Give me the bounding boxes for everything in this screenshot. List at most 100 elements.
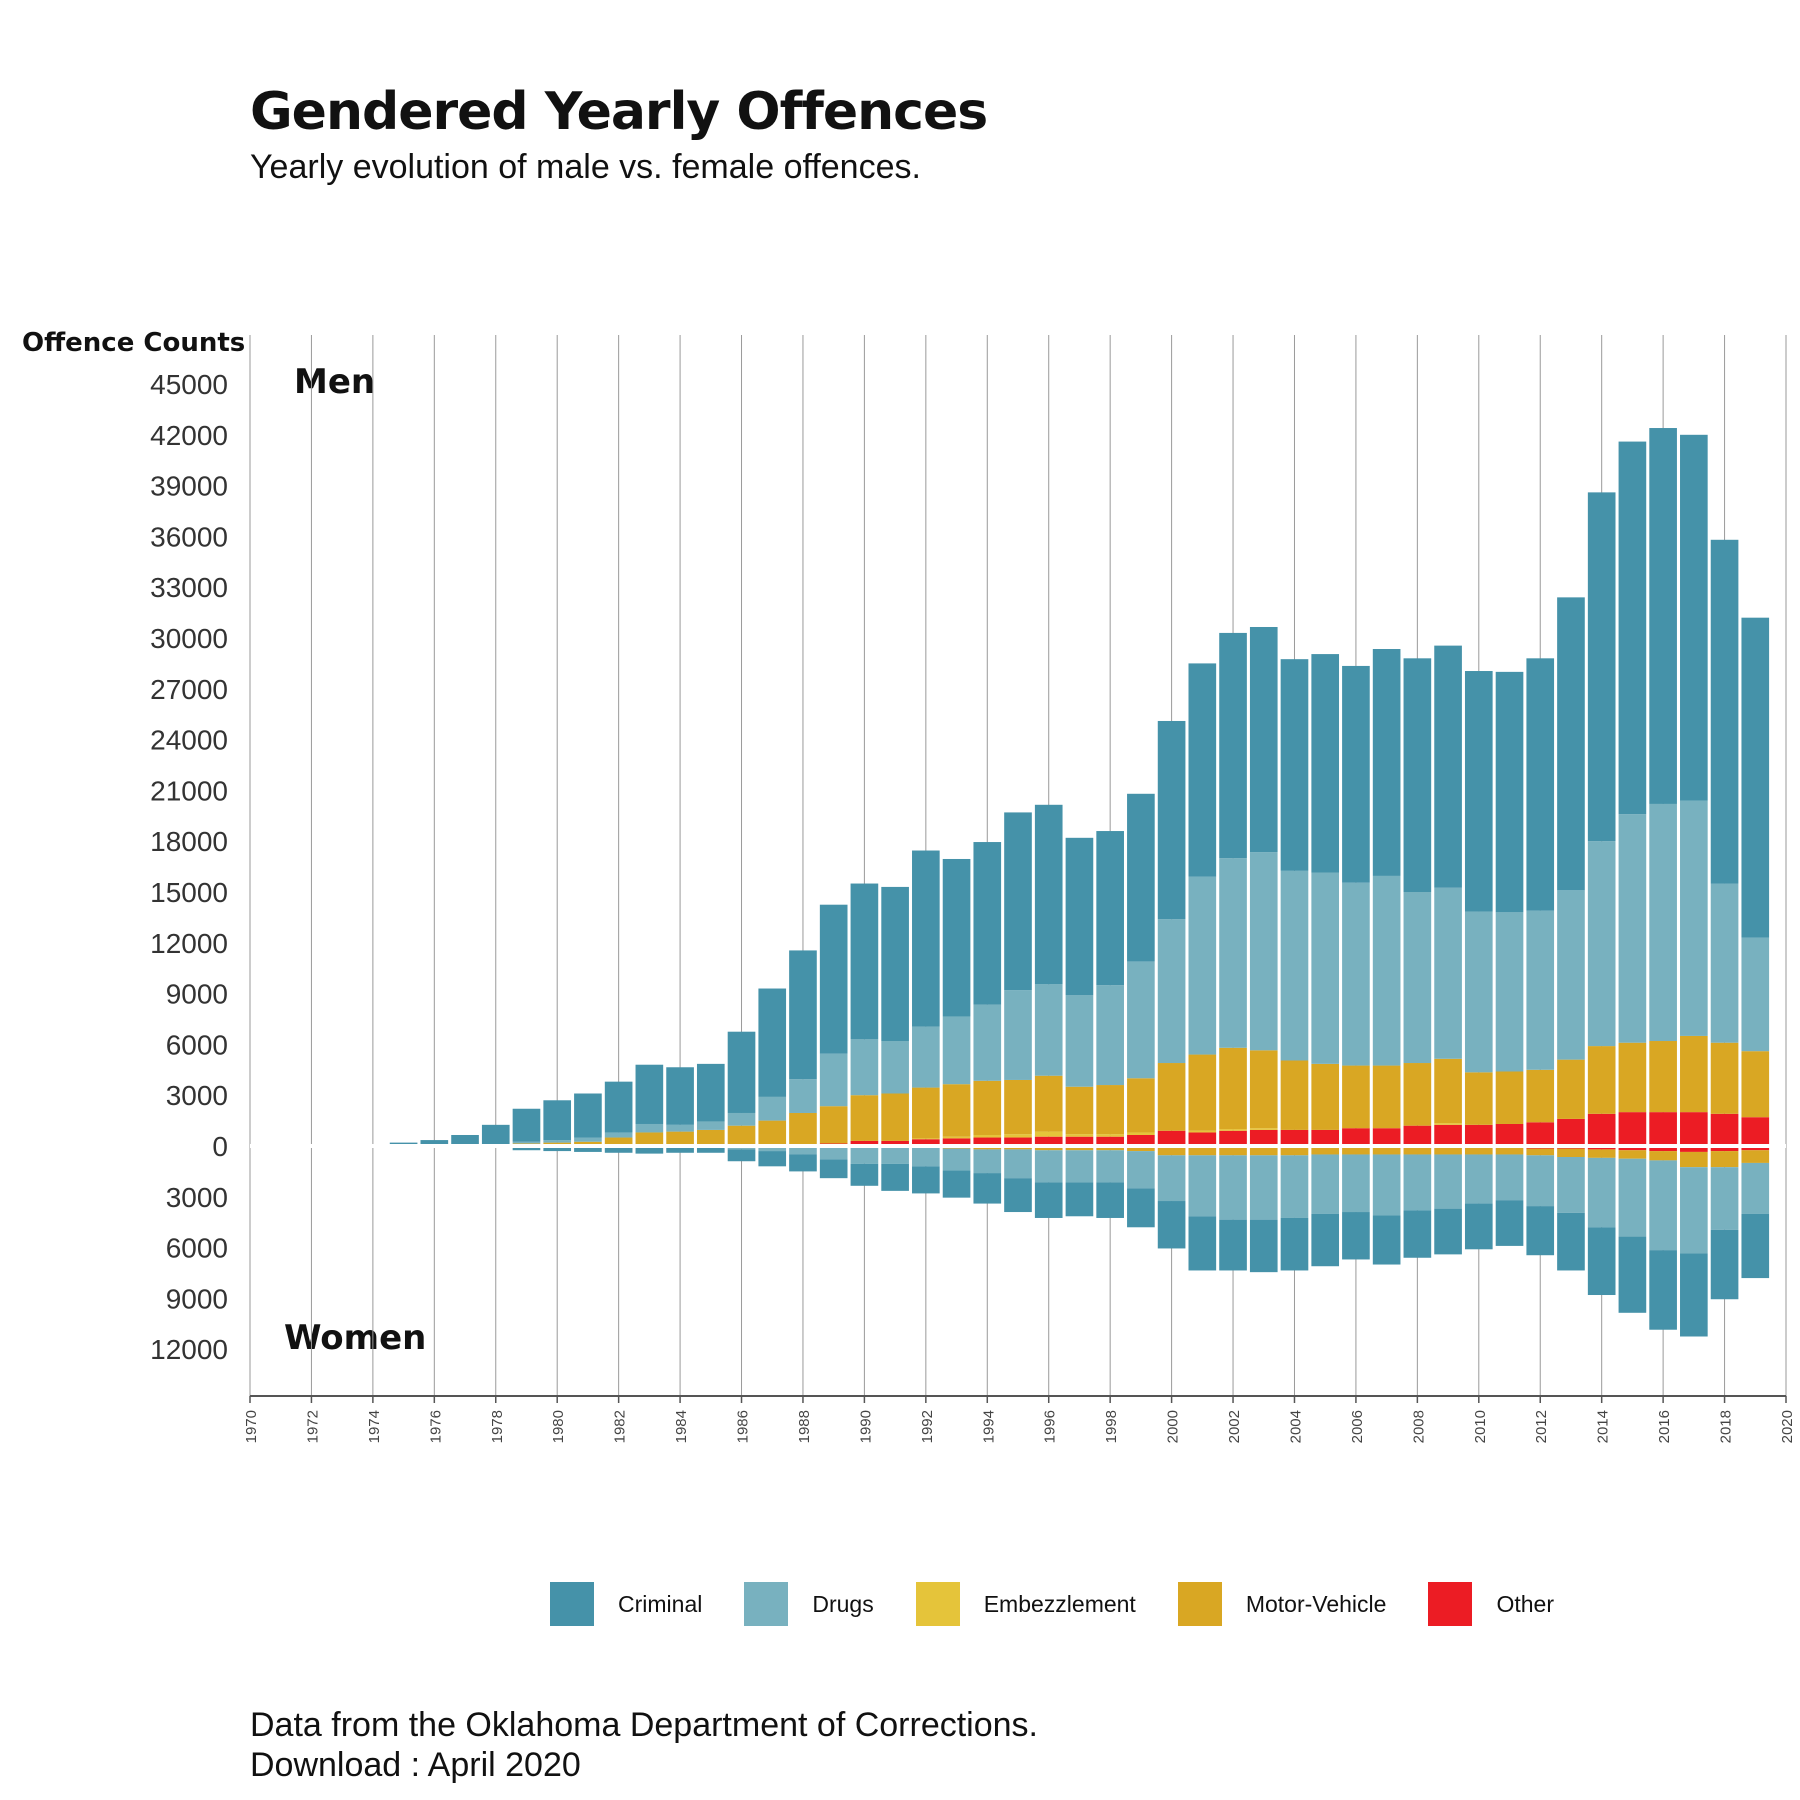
bar-men-drugs-2006 [1342,882,1370,1066]
bar-men-criminal-2013 [1557,597,1585,891]
bar-men-motor-vehicle-2006 [1342,1065,1370,1129]
y-axis-label: Offence Counts [22,328,246,358]
bar-men-criminal-1977 [451,1134,479,1145]
bar-men-other-1995 [1004,1137,1032,1146]
bar-men-criminal-2010 [1464,671,1493,912]
bar-men-criminal-1978 [481,1124,510,1145]
bar-men-drugs-2017 [1680,800,1708,1036]
bar-men-criminal-1982 [604,1081,633,1133]
bar-men-drugs-1983 [635,1123,664,1133]
bar-women-criminal-1992 [912,1166,940,1194]
x-tick-label: 1970 [243,1410,260,1443]
bar-men-motor-vehicle-2016 [1649,1041,1677,1113]
bar-women-drugs-2006 [1342,1154,1370,1213]
bar-women-drugs-1996 [1034,1150,1063,1183]
bar-men-criminal-1990 [850,883,879,1040]
bar-women-drugs-2011 [1495,1154,1524,1201]
bar-men-other-2005 [1311,1129,1340,1146]
bar-women-drugs-2003 [1249,1155,1278,1220]
bar-women-drugs-1987 [758,1146,787,1152]
bar-women-criminal-2002 [1219,1219,1247,1271]
y-tick-label: 9000 [166,1283,228,1314]
bar-men-motor-vehicle-1984 [666,1131,694,1146]
bar-men-drugs-1999 [1127,961,1155,1079]
bar-women-drugs-1992 [912,1147,940,1167]
bar-men-other-1993 [942,1138,971,1146]
bar-women-drugs-1988 [789,1146,817,1155]
bar-women-criminal-2003 [1249,1219,1278,1273]
y-tick-label: 3000 [166,1080,228,1111]
legend-swatch [915,1582,960,1626]
bar-women-criminal-1983 [635,1146,664,1154]
bar-women-criminal-2008 [1403,1210,1432,1258]
bar-men-motor-vehicle-2013 [1557,1059,1585,1119]
bar-women-drugs-1997 [1065,1150,1094,1183]
bar-men-other-1998 [1096,1136,1124,1146]
bar-men-criminal-1998 [1096,831,1124,986]
chart-subtitle: Yearly evolution of male vs. female offe… [250,148,921,186]
bar-men-criminal-1996 [1034,804,1063,985]
bar-men-drugs-1980 [543,1140,572,1143]
bar-men-drugs-1989 [819,1053,848,1107]
bar-women-drugs-2004 [1280,1155,1309,1218]
bar-women-motor-vehicle-2017 [1680,1151,1708,1168]
bar-women-drugs-2018 [1710,1167,1739,1230]
bar-men-drugs-1995 [1004,990,1032,1080]
bar-men-motor-vehicle-2014 [1587,1046,1616,1114]
bar-men-drugs-2011 [1495,912,1524,1072]
bar-women-drugs-2007 [1372,1154,1401,1216]
bar-women-criminal-2017 [1680,1253,1708,1337]
legend-item-embezzlement: Embezzlement [915,1582,1154,1626]
y-tick-label: 18000 [150,826,228,857]
bar-men-motor-vehicle-2004 [1280,1060,1309,1130]
bar-women-drugs-2014 [1587,1157,1616,1228]
bar-men-criminal-1999 [1127,793,1155,962]
source-note: Data from the Oklahoma Department of Cor… [250,1705,1038,1785]
bar-women-drugs-1990 [850,1146,879,1164]
bar-men-drugs-2016 [1649,803,1677,1042]
bar-women-criminal-2014 [1587,1227,1616,1296]
bar-women-motor-vehicle-2015 [1618,1150,1647,1159]
bar-women-other-2019 [1741,1146,1770,1151]
bar-men-drugs-2000 [1157,919,1186,1064]
bar-women-drugs-2019 [1741,1162,1770,1214]
bar-women-criminal-2019 [1741,1213,1770,1279]
bar-men-other-2000 [1157,1130,1186,1146]
bar-men-motor-vehicle-2003 [1249,1050,1278,1129]
bar-men-criminal-2009 [1434,645,1462,888]
bar-women-motor-vehicle-1998 [1096,1146,1124,1151]
bar-men-drugs-2015 [1618,814,1647,1043]
bar-women-motor-vehicle-2010 [1464,1147,1493,1155]
y-tick-label: 30000 [150,623,228,654]
bar-women-criminal-2004 [1280,1217,1309,1271]
bar-women-drugs-1999 [1127,1151,1155,1189]
bar-women-motor-vehicle-2000 [1157,1147,1186,1156]
bar-men-other-1992 [912,1139,940,1146]
y-tick-label: 39000 [150,471,228,502]
bar-men-motor-vehicle-1990 [850,1095,879,1141]
bar-women-criminal-2005 [1311,1213,1340,1267]
bar-men-motor-vehicle-2007 [1372,1065,1401,1129]
y-tick-label: 36000 [150,521,228,552]
bar-women-motor-vehicle-2002 [1219,1147,1247,1156]
x-tick-label: 2000 [1165,1410,1182,1443]
bar-men-motor-vehicle-2017 [1680,1035,1708,1113]
bar-women-motor-vehicle-2003 [1249,1147,1278,1156]
bar-women-drugs-2001 [1188,1155,1217,1217]
bar-women-criminal-1998 [1096,1182,1124,1218]
bar-men-motor-vehicle-2015 [1618,1042,1647,1113]
bar-women-criminal-2001 [1188,1216,1217,1271]
x-tick-label: 1978 [489,1410,506,1443]
x-tick-label: 1984 [673,1410,690,1443]
y-tick-label: 42000 [150,420,228,451]
bar-men-criminal-2003 [1249,626,1278,853]
bar-men-embezzlement-1996 [1034,1131,1063,1137]
bar-men-criminal-2000 [1157,720,1186,920]
bar-men-other-2015 [1618,1112,1647,1146]
bar-men-drugs-2019 [1741,937,1770,1052]
bar-men-drugs-2007 [1372,875,1401,1066]
bar-women-motor-vehicle-2007 [1372,1147,1401,1155]
bar-women-drugs-2017 [1680,1167,1708,1254]
bar-women-criminal-1982 [604,1146,633,1153]
bar-women-criminal-1995 [1004,1178,1032,1213]
